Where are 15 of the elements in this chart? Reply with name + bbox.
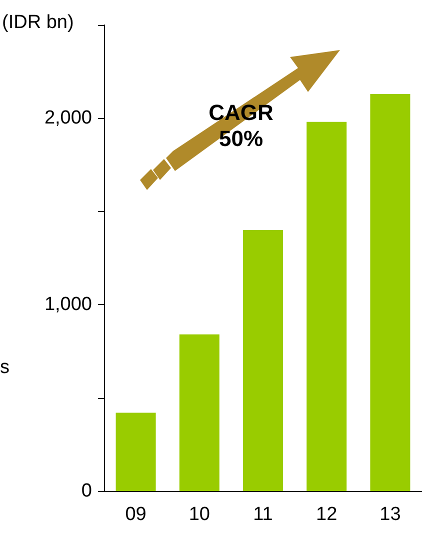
x-tick-label: 11 <box>253 504 273 525</box>
y-tick-label: 1,000 <box>44 294 92 316</box>
x-tick-label: 12 <box>316 504 338 525</box>
text: s <box>0 357 10 379</box>
bar <box>179 334 220 491</box>
bar <box>243 230 283 491</box>
bar <box>306 122 347 491</box>
y-tick-label: 2,000 <box>44 108 92 129</box>
bar <box>370 94 410 491</box>
x-tick-label: 09 <box>125 504 146 525</box>
y-axis-title: (IDR bn) <box>2 12 74 34</box>
x-tick-label: 10 <box>188 504 210 525</box>
bar <box>116 412 156 491</box>
x-tick-label: 13 <box>380 504 401 525</box>
y-tick-label: 0 <box>81 480 92 502</box>
